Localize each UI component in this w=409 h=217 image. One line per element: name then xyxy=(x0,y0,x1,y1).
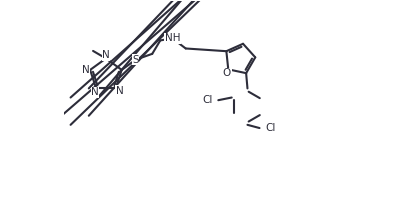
Text: O: O xyxy=(222,68,231,78)
Text: N: N xyxy=(82,65,90,75)
Text: Cl: Cl xyxy=(265,123,275,133)
Text: N: N xyxy=(115,85,123,96)
Text: NH: NH xyxy=(164,33,180,43)
Text: N: N xyxy=(91,87,99,97)
Text: S: S xyxy=(132,55,139,65)
Text: Cl: Cl xyxy=(202,95,212,105)
Text: N: N xyxy=(102,50,110,60)
